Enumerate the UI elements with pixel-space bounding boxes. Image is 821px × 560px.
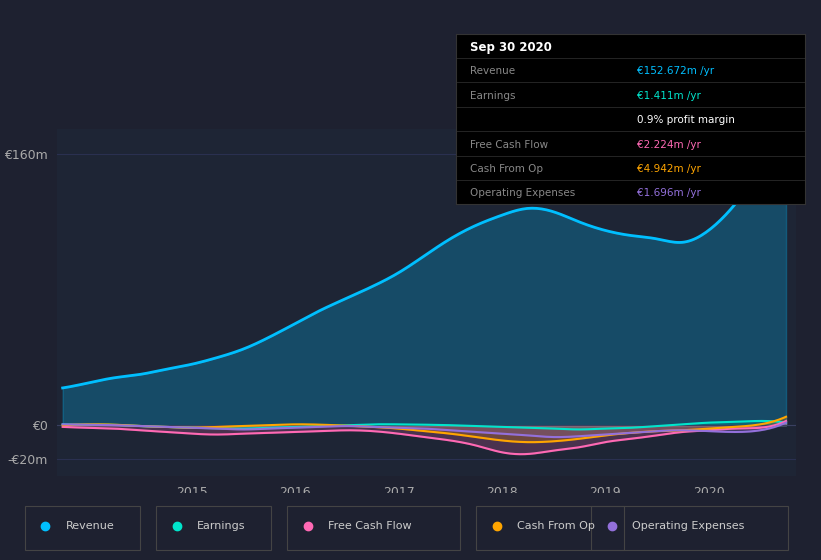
Text: Revenue: Revenue	[470, 67, 515, 76]
Text: €1.411m /yr: €1.411m /yr	[637, 91, 701, 101]
Text: €1.696m /yr: €1.696m /yr	[637, 188, 701, 198]
Text: Operating Expenses: Operating Expenses	[470, 188, 575, 198]
Text: €4.942m /yr: €4.942m /yr	[637, 164, 701, 174]
Text: Cash From Op: Cash From Op	[517, 521, 595, 531]
Text: Free Cash Flow: Free Cash Flow	[328, 521, 412, 531]
Text: Operating Expenses: Operating Expenses	[632, 521, 745, 531]
Text: Sep 30 2020: Sep 30 2020	[470, 40, 552, 54]
Text: Revenue: Revenue	[66, 521, 114, 531]
Text: 0.9% profit margin: 0.9% profit margin	[637, 115, 735, 125]
Text: Free Cash Flow: Free Cash Flow	[470, 139, 548, 150]
Text: Cash From Op: Cash From Op	[470, 164, 543, 174]
Text: €152.672m /yr: €152.672m /yr	[637, 67, 714, 76]
Text: Earnings: Earnings	[470, 91, 515, 101]
Text: €2.224m /yr: €2.224m /yr	[637, 139, 701, 150]
Text: Earnings: Earnings	[197, 521, 245, 531]
